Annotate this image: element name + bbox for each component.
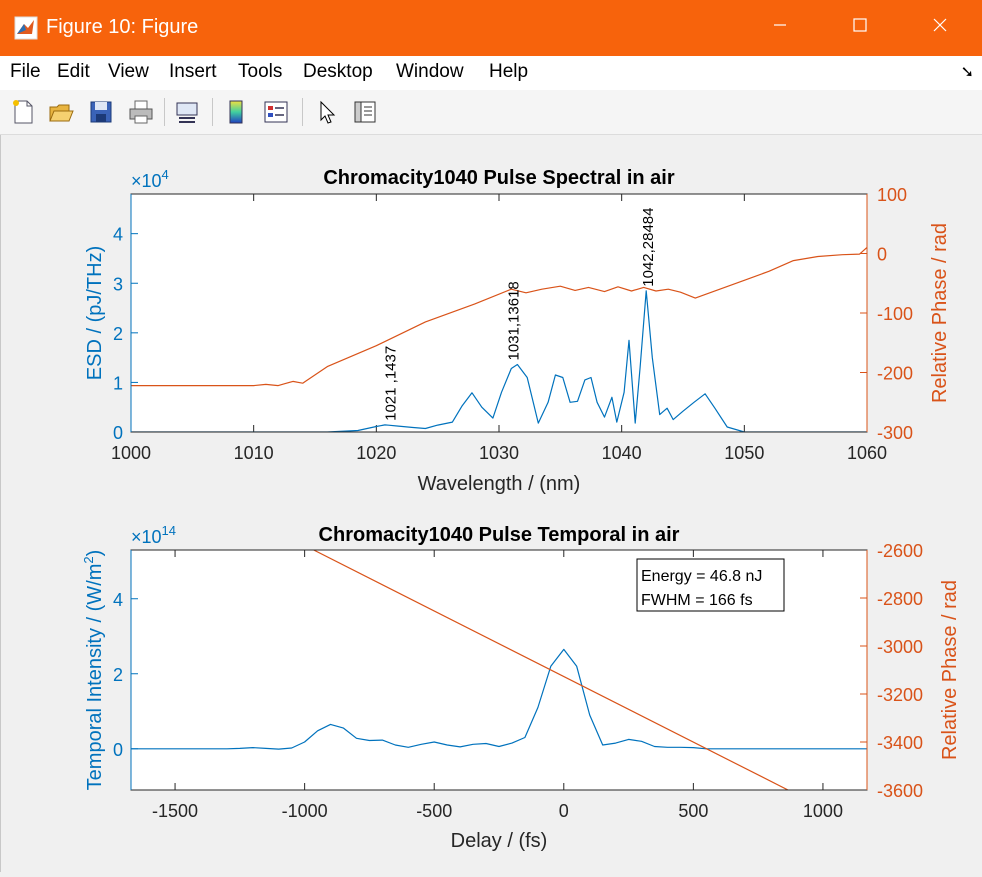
x-tick-label: 1030 xyxy=(479,443,519,463)
y-right-tick-label: -3400 xyxy=(877,733,923,753)
info-textbox: Energy = 46.8 nJ FWHM = 166 fs xyxy=(636,558,785,612)
maximize-button[interactable] xyxy=(840,12,880,44)
y-right-tick-label: -2800 xyxy=(877,589,923,609)
energy-text: Energy = 46.8 nJ xyxy=(641,568,762,585)
info-textbox-frame xyxy=(636,558,785,612)
insert-colorbar-icon[interactable] xyxy=(222,98,250,126)
y-right-tick-label: -200 xyxy=(877,364,913,384)
x-tick-label: 1050 xyxy=(724,443,764,463)
title-bar: Figure 10: Figure xyxy=(0,0,982,56)
menu-desktop[interactable]: Desktop xyxy=(303,61,373,82)
insert-legend-icon[interactable] xyxy=(262,98,290,126)
y-right-tick-label: -3000 xyxy=(877,637,923,657)
menu-insert[interactable]: Insert xyxy=(169,61,217,82)
figure-canvas: Chromacity1040 Pulse Spectral in air 100… xyxy=(0,135,982,872)
spectral-ylabel: ESD / (pJ/THz) xyxy=(84,246,106,380)
menu-view[interactable]: View xyxy=(108,61,149,82)
x-tick-label: 0 xyxy=(559,801,569,821)
spectral-title: Chromacity1040 Pulse Spectral in air xyxy=(323,167,674,189)
y-tick-label: 3 xyxy=(113,274,123,294)
temporal-ylabel: Temporal Intensity / (W/m2) xyxy=(81,550,106,791)
spectral-y-exponent: ×104 xyxy=(131,167,169,191)
spectral-axes-background xyxy=(131,194,867,432)
intensity-series-line xyxy=(131,648,867,750)
y-tick-label: 0 xyxy=(113,740,123,760)
close-icon xyxy=(933,18,947,32)
peak-annotation: 1042,28484 xyxy=(640,208,657,287)
matlab-app-icon xyxy=(14,16,38,40)
x-tick-label: 1020 xyxy=(356,443,396,463)
window-title: Figure 10: Figure xyxy=(46,16,199,38)
maximize-icon xyxy=(853,18,867,32)
print-icon[interactable] xyxy=(127,98,155,126)
y-right-tick-label: -100 xyxy=(877,304,913,324)
toolbar xyxy=(0,90,982,135)
peak-annotation: 1021 ,1437 xyxy=(383,346,400,421)
x-tick-label: 1060 xyxy=(847,443,887,463)
new-figure-icon[interactable] xyxy=(9,98,37,126)
close-button[interactable] xyxy=(920,12,960,44)
y-tick-label: 2 xyxy=(113,324,123,344)
temporal-xlabel: Delay / (fs) xyxy=(451,830,548,852)
x-tick-label: 500 xyxy=(678,801,708,821)
y-right-tick-label: 0 xyxy=(877,245,887,265)
open-file-icon[interactable] xyxy=(47,98,75,126)
y-right-tick-label: -3600 xyxy=(877,781,923,801)
x-tick-label: 1040 xyxy=(602,443,642,463)
peak-annotation: 1031,13618 xyxy=(505,281,522,360)
y-tick-label: 1 xyxy=(113,373,123,393)
temporal-axes: Chromacity1040 Pulse Temporal in air -15… xyxy=(81,523,961,852)
y-tick-label: 4 xyxy=(113,590,123,610)
save-icon[interactable] xyxy=(87,98,115,126)
x-tick-label: 1000 xyxy=(803,801,843,821)
plot-area: Chromacity1040 Pulse Spectral in air 100… xyxy=(81,167,961,852)
menu-bar: File Edit View Insert Tools Desktop Wind… xyxy=(0,56,982,90)
menu-window[interactable]: Window xyxy=(396,61,464,82)
spectral-axes: Chromacity1040 Pulse Spectral in air 100… xyxy=(84,167,951,495)
temporal-y-exponent: ×1014 xyxy=(131,523,176,547)
toolbar-separator xyxy=(164,98,165,126)
y-tick-label: 0 xyxy=(113,423,123,443)
y-right-tick-label: -2600 xyxy=(877,541,923,561)
menu-edit[interactable]: Edit xyxy=(57,61,90,82)
x-tick-label: -1000 xyxy=(282,801,328,821)
menu-help[interactable]: Help xyxy=(489,61,529,82)
y-right-tick-label: -300 xyxy=(877,423,913,443)
phase-series-line xyxy=(131,247,867,387)
spectral-xlabel: Wavelength / (nm) xyxy=(418,473,581,495)
dock-arrow-icon[interactable]: ➘ xyxy=(960,64,974,81)
x-tick-label: -1500 xyxy=(152,801,198,821)
minimize-button[interactable] xyxy=(760,12,800,44)
y-tick-label: 4 xyxy=(113,225,123,245)
intensity-series-line xyxy=(131,290,867,432)
y-tick-label: 2 xyxy=(113,665,123,685)
minimize-icon xyxy=(774,24,786,26)
x-tick-label: 1000 xyxy=(111,443,151,463)
toolbar-separator xyxy=(302,98,303,126)
spectral-ylabel-right: Relative Phase / rad xyxy=(929,223,951,403)
y-right-tick-label: -3200 xyxy=(877,685,923,705)
x-tick-label: -500 xyxy=(416,801,452,821)
y-right-tick-label: 100 xyxy=(877,185,907,205)
link-plot-icon[interactable] xyxy=(173,98,201,126)
toolbar-separator xyxy=(212,98,213,126)
property-inspector-icon[interactable] xyxy=(351,98,379,126)
menu-file[interactable]: File xyxy=(10,61,41,82)
phase-series-line xyxy=(313,550,789,790)
x-tick-label: 1010 xyxy=(234,443,274,463)
menu-tools[interactable]: Tools xyxy=(238,61,283,82)
temporal-ylabel-right: Relative Phase / rad xyxy=(939,580,961,760)
temporal-title: Chromacity1040 Pulse Temporal in air xyxy=(319,524,680,546)
edit-plot-arrow-icon[interactable] xyxy=(313,98,341,126)
fwhm-text: FWHM = 166 fs xyxy=(641,592,753,609)
